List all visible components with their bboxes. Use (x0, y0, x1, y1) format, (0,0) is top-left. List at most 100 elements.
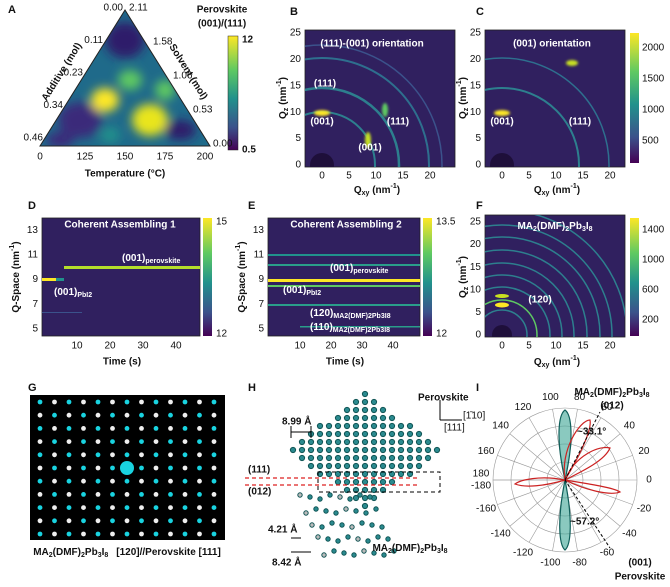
y-tick-label: 5 (475, 307, 481, 318)
x-tick-label: 20 (424, 171, 436, 182)
polar-spoke (509, 433, 566, 481)
lattice-atom (352, 494, 360, 502)
diffraction-spot (168, 439, 173, 444)
diffraction-spot (211, 426, 217, 431)
molecule-atom (357, 492, 363, 498)
lattice-atom (379, 430, 387, 438)
lattice-atom (433, 446, 441, 454)
y-tick-label: 15 (290, 80, 302, 91)
diffraction-spot (197, 412, 202, 418)
phase-label-part: 8 (386, 327, 390, 334)
lattice-atom (316, 422, 324, 430)
lattice-atom (379, 422, 387, 430)
y-axis-title-part: Q-Space (nm (237, 251, 248, 313)
polar-spoke (564, 479, 602, 543)
diffraction-spot (37, 439, 43, 444)
phase-label-part: (DMF) (348, 313, 368, 320)
diffraction-spot (168, 492, 173, 497)
diffraction-spot (182, 478, 188, 484)
lattice-atom (325, 430, 333, 438)
phase-label: (001)PbI2 (283, 285, 321, 298)
angle-annotation: ~33.1° (577, 427, 606, 438)
colorbar-tick: 12 (436, 329, 448, 340)
angle-label: 60 (601, 402, 613, 413)
lattice-atom (343, 486, 351, 494)
diffraction-spot (110, 531, 115, 537)
lattice-atom (334, 430, 342, 438)
diffraction-spot (37, 465, 43, 471)
x-tick-label: 15 (577, 341, 589, 352)
lattice-atom (307, 438, 315, 446)
polar-spoke (497, 455, 566, 481)
panel-title: (111)-(001) orientation (320, 39, 423, 50)
peak-label: (111) (314, 79, 336, 90)
lattice-atom (307, 454, 315, 462)
diffraction-spot (37, 492, 43, 497)
caption-part: [120]//Perovskite [111] (116, 547, 221, 558)
molecule-atom (375, 534, 381, 540)
x-tick-label: 5 (346, 171, 352, 182)
y-axis-title-part: Q (278, 111, 289, 119)
diffraction-spot (66, 465, 72, 471)
peak-label: (111) (387, 117, 409, 128)
x-axis-title: Time (s) (326, 357, 364, 368)
lattice-atom (388, 414, 396, 422)
diffraction-spot (168, 452, 173, 458)
colorbar-tick: 1000 (642, 255, 665, 266)
tick-label: 0.00 (104, 3, 124, 14)
lattice-atom (406, 446, 414, 454)
colorbar-tick: 200 (642, 315, 659, 326)
diffraction-spot (168, 399, 173, 405)
phase-label-part: (DMF) (392, 543, 420, 554)
lattice-atom (352, 486, 360, 494)
lattice-atom (379, 454, 387, 462)
lattice-atom (316, 438, 324, 446)
phase-label-part: 2 (388, 548, 392, 555)
diffraction-spot (168, 412, 173, 418)
phase-label-part: MA (333, 327, 344, 334)
lattice-atom (325, 422, 333, 430)
molecule-atom (337, 494, 343, 500)
phase-label: (001)perovskite (330, 263, 388, 276)
lattice-atom (352, 462, 360, 470)
plane-label: (111) (248, 465, 270, 476)
diffraction-spot (182, 518, 188, 524)
molecule-atom (321, 552, 327, 558)
phase-label-part: 3 (381, 313, 385, 320)
y-axis-title-part: ) (11, 241, 22, 244)
panel-letter: D (28, 200, 36, 212)
molecule-atom (345, 534, 351, 540)
diffraction-spot (197, 439, 202, 444)
y-axis-title-part: -1 (456, 80, 463, 86)
polar-spoke (528, 479, 566, 543)
diffraction-spot (37, 518, 43, 524)
diffraction-spot (110, 478, 115, 484)
molecule-atom (335, 538, 341, 544)
angle-label: 40 (624, 421, 636, 432)
diffraction-spot (66, 399, 72, 405)
caption-part: 2 (49, 552, 53, 559)
diffraction-spot (153, 492, 159, 497)
molecule-atom (343, 506, 349, 512)
diffraction-spot (52, 426, 57, 431)
diffraction-spot (81, 505, 86, 510)
y-tick-label: 13 (27, 225, 39, 236)
y-tick-label: 7 (32, 299, 38, 310)
diffraction-spot (139, 412, 144, 418)
diffraction-spot (124, 478, 130, 484)
phase-label-part: 2 (344, 327, 348, 334)
y-axis-title-part: z (463, 286, 470, 290)
panel-letter: H (248, 382, 256, 394)
lattice-atom (307, 462, 315, 470)
phase-label-part: 3 (380, 327, 384, 334)
y-tick-label: 5 (295, 133, 301, 144)
lattice-atom (316, 454, 324, 462)
lattice-atom (343, 470, 351, 478)
diffraction-spot (153, 412, 159, 418)
dimension-label: 8.99 Å (282, 415, 311, 428)
x-axis-title-part: -1 (571, 355, 577, 362)
lattice-atom (343, 406, 351, 414)
y-tick-label: 0 (475, 330, 481, 341)
lattice-atom (397, 462, 405, 470)
